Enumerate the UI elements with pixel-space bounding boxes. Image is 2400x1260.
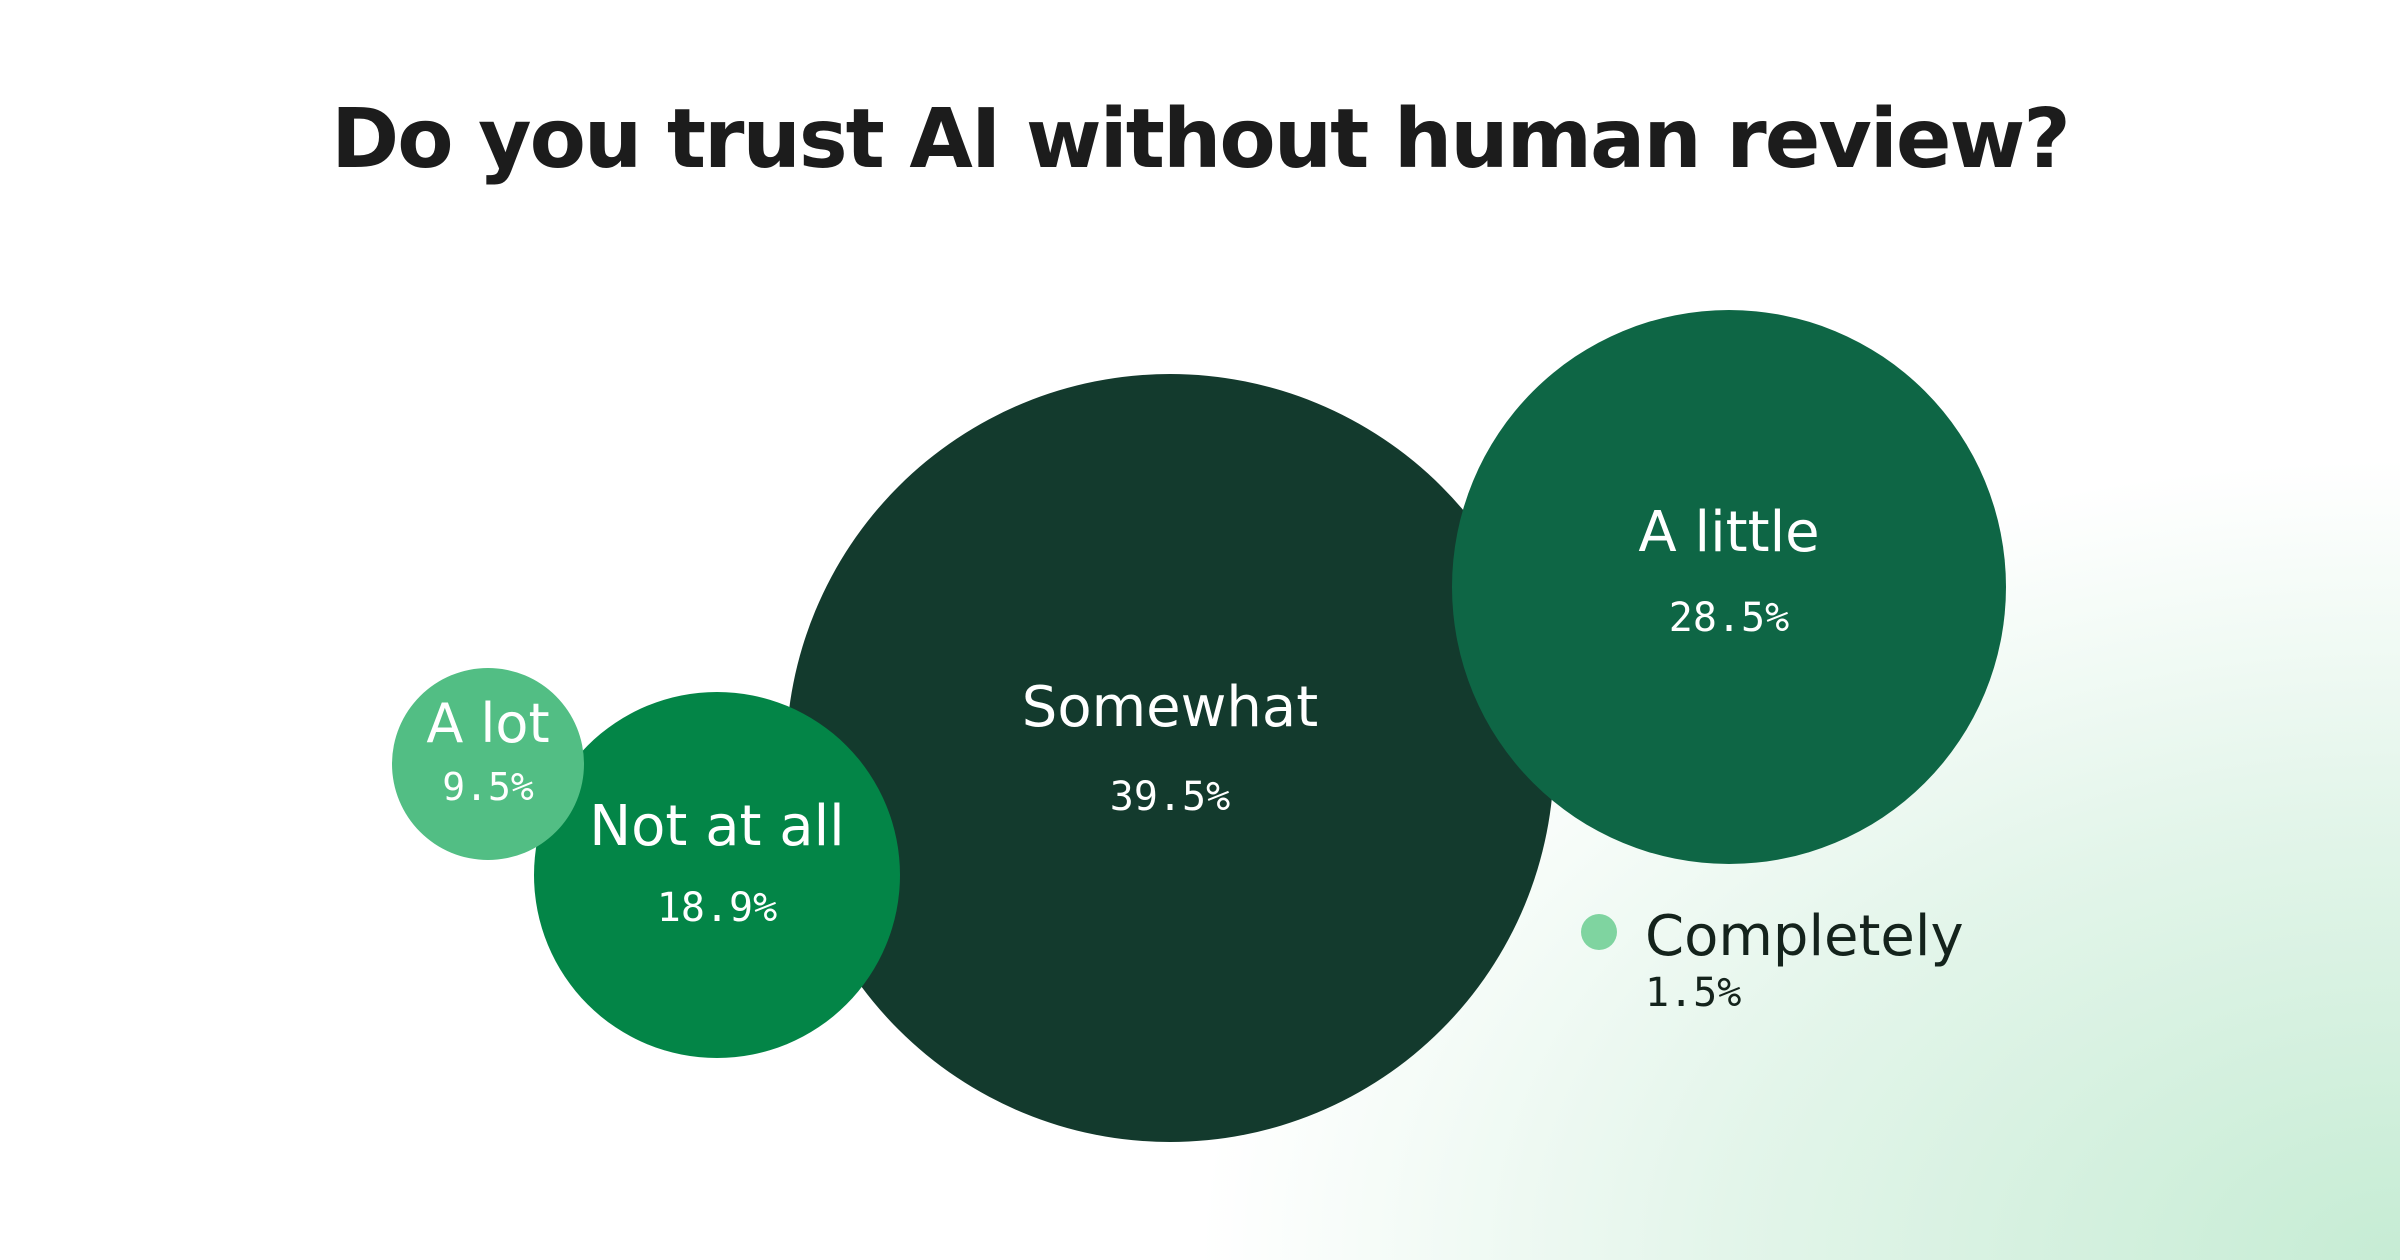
legend-label-completely: Completely [1645, 904, 1964, 969]
bubble-label-somewhat: Somewhat [1022, 675, 1318, 740]
bubble-a-little [1452, 310, 2006, 864]
bubble-somewhat [786, 374, 1554, 1142]
bubble-value-somewhat: 39.5% [1110, 774, 1230, 820]
bubble-a-lot [392, 668, 584, 860]
bubble-not-at-all [534, 692, 900, 1058]
bubble-label-a-lot: A lot [426, 692, 549, 755]
legend-value-completely: 1.5% [1645, 970, 1741, 1016]
bubble-label-a-little: A little [1638, 500, 1819, 565]
chart-title: Do you trust AI without human review? [331, 92, 2071, 187]
bubble-label-not-at-all: Not at all [589, 794, 844, 859]
bubble-value-a-lot: 9.5% [442, 765, 534, 809]
legend-dot-completely [1581, 914, 1617, 950]
bubble-value-a-little: 28.5% [1669, 595, 1789, 641]
bubble-value-not-at-all: 18.9% [657, 885, 777, 931]
